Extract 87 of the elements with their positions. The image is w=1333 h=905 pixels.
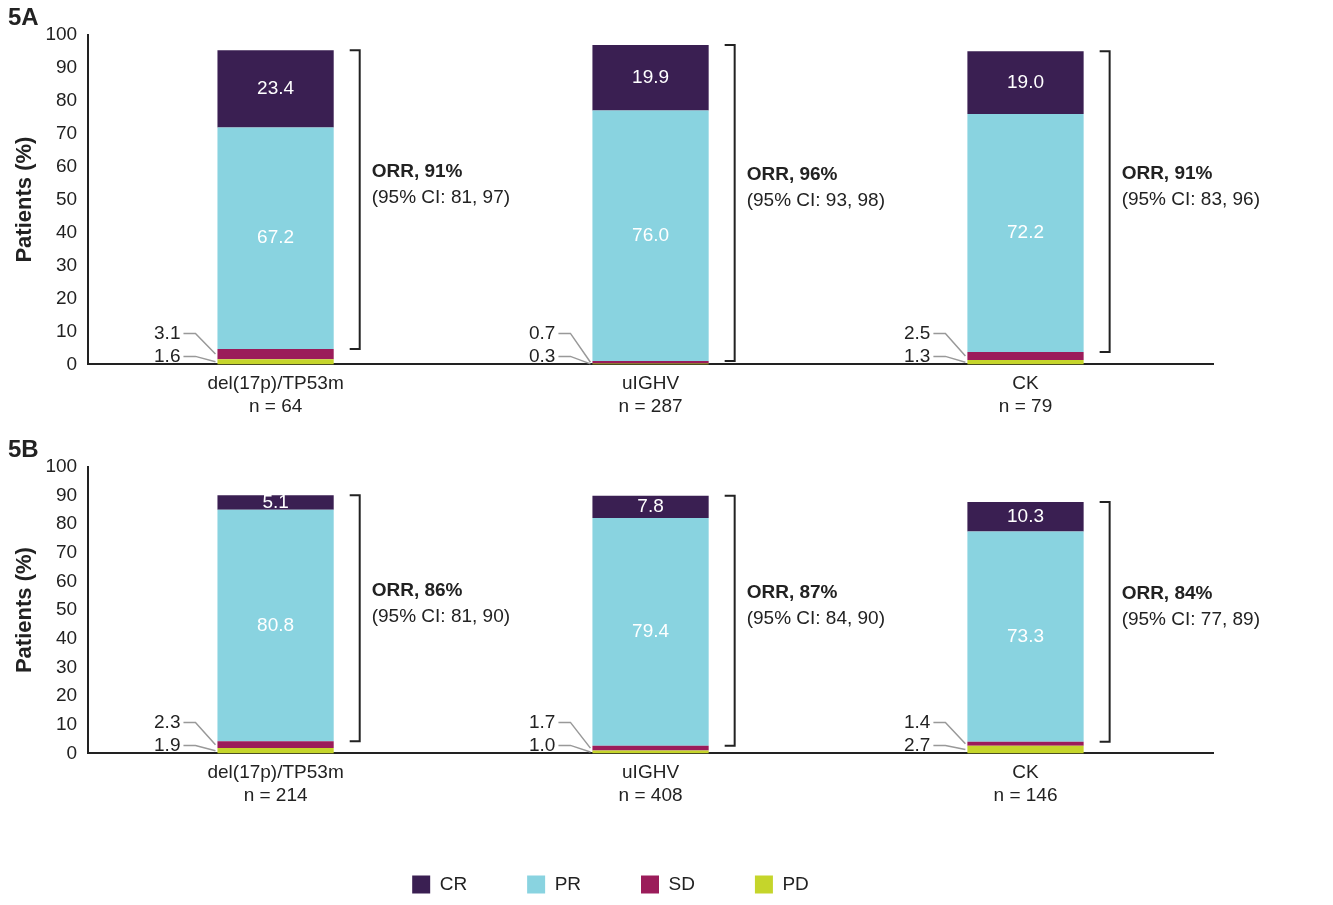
data-label: 1.0 <box>529 733 556 755</box>
y-tick-label: 10 <box>55 319 78 341</box>
data-label: 67.2 <box>257 226 295 248</box>
data-label: 1.4 <box>903 710 931 732</box>
bar <box>217 50 334 128</box>
data-label: 76.0 <box>632 224 670 246</box>
bar <box>967 531 1084 742</box>
bar <box>967 502 1084 532</box>
data-label: 3.1 <box>154 321 181 343</box>
y-tick-label: 80 <box>55 88 78 110</box>
bar <box>967 351 1084 361</box>
y-tick-label: 100 <box>45 455 78 477</box>
bar <box>217 741 334 748</box>
y-tick-label: 20 <box>55 684 78 706</box>
annotation: ORR, 91% (95% CI: 81, 97) <box>371 159 511 207</box>
bar <box>592 110 709 362</box>
data-label: 1.3 <box>903 344 931 366</box>
y-tick-label: 30 <box>55 655 78 677</box>
annotation: ORR, 84% (95% CI: 77, 89) <box>1121 582 1260 630</box>
y-tick-label: 10 <box>55 712 78 734</box>
data-label: 73.3 <box>1007 624 1045 646</box>
y-tick-label: 0 <box>66 741 78 763</box>
x-tick-label: del(17p)/TP53m n = 64 <box>207 372 344 416</box>
bar <box>592 45 709 111</box>
y-tick-label: 60 <box>55 154 78 176</box>
y-axis-title: Patients (%) <box>11 136 37 263</box>
data-label: 5.1 <box>262 490 289 512</box>
bar <box>592 495 709 519</box>
y-tick-label: 40 <box>55 220 78 242</box>
x-tick-label: uIGHV n = 408 <box>618 761 683 805</box>
bar <box>967 51 1084 114</box>
bar <box>967 745 1084 754</box>
x-tick-label: CK n = 79 <box>998 372 1053 416</box>
bar <box>967 360 1084 365</box>
bar <box>217 509 334 742</box>
data-label: 79.4 <box>632 620 670 642</box>
y-tick-label: 100 <box>45 23 78 45</box>
annotation: ORR, 96% (95% CI: 93, 98) <box>746 163 886 211</box>
data-label: 72.2 <box>1007 221 1045 243</box>
legend-label: PD <box>782 872 809 894</box>
legend-label: SD <box>668 872 695 894</box>
data-label: 7.8 <box>637 495 664 517</box>
bar <box>217 127 334 349</box>
x-tick-label: uIGHV n = 287 <box>618 372 683 416</box>
bar <box>217 747 334 754</box>
data-label: 2.7 <box>903 733 931 755</box>
x-tick-label: CK n = 146 <box>993 761 1058 805</box>
y-tick-label: 50 <box>55 598 78 620</box>
data-label: 23.4 <box>257 77 295 99</box>
bar <box>967 741 1084 746</box>
x-tick-label: del(17p)/TP53m n = 214 <box>207 761 344 805</box>
y-tick-label: 20 <box>55 286 78 308</box>
data-label: 1.7 <box>529 710 556 732</box>
bar <box>967 113 1084 352</box>
annotation: ORR, 86% (95% CI: 81, 90) <box>371 578 511 626</box>
y-tick-label: 80 <box>55 512 78 534</box>
y-tick-label: 50 <box>55 187 78 209</box>
data-label: 2.3 <box>154 710 181 732</box>
annotation: ORR, 87% (95% CI: 84, 90) <box>746 580 886 628</box>
y-tick-label: 90 <box>55 483 78 505</box>
bar <box>592 745 709 751</box>
legend-label: CR <box>439 872 468 894</box>
y-tick-label: 90 <box>55 55 78 77</box>
data-label: 19.9 <box>632 66 670 88</box>
data-label: 0.7 <box>529 321 556 343</box>
bar <box>217 495 334 510</box>
data-label: 80.8 <box>257 613 295 635</box>
y-tick-label: 70 <box>55 541 78 563</box>
data-label: 19.0 <box>1007 70 1045 92</box>
data-label: 10.3 <box>1007 505 1045 527</box>
bar <box>217 348 334 360</box>
y-tick-label: 70 <box>55 121 78 143</box>
chart-title: 5A <box>8 3 39 31</box>
annotation: ORR, 91% (95% CI: 83, 96) <box>1121 161 1260 209</box>
y-axis-title: Patients (%) <box>11 547 37 674</box>
bar <box>217 359 334 365</box>
y-tick-label: 30 <box>55 253 78 275</box>
data-label: 1.6 <box>154 344 181 366</box>
y-tick-label: 0 <box>66 352 78 374</box>
y-tick-label: 60 <box>55 569 78 591</box>
data-label: 2.5 <box>903 321 931 343</box>
data-label: 1.9 <box>154 733 181 755</box>
legend-label: PR <box>554 872 582 894</box>
data-label: 0.3 <box>529 344 556 366</box>
chart-title: 5B <box>8 435 39 463</box>
y-tick-label: 40 <box>55 626 78 648</box>
bar <box>592 518 709 746</box>
